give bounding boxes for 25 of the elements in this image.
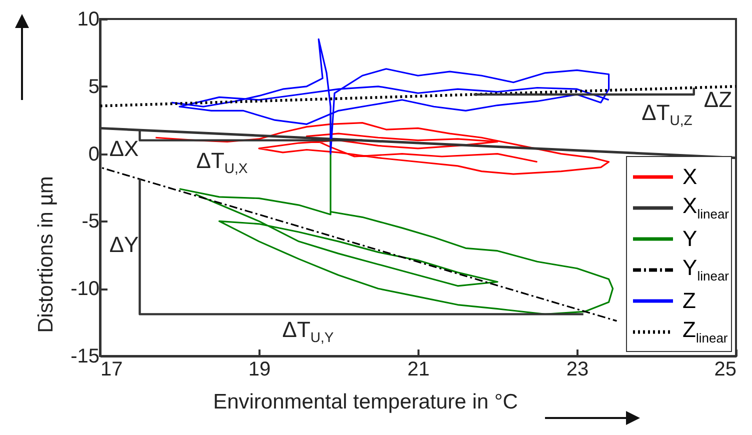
x-tick-label: 21 xyxy=(407,358,430,380)
y-tick-label: -15 xyxy=(70,346,100,368)
x-tick-label: 25 xyxy=(714,358,736,380)
annotation: ΔT$_{U,Z}$ xyxy=(642,100,692,128)
annotation: ΔZ xyxy=(704,87,732,113)
annotation: ΔT$_{U,Y}$ xyxy=(282,316,334,346)
x-tick-label: 17 xyxy=(100,358,123,380)
x-tick-label: 23 xyxy=(566,358,589,380)
y-tick-label: 5 xyxy=(88,76,100,98)
legend-label: X$_{linear}$ xyxy=(682,193,729,222)
legend-label: Y xyxy=(682,226,698,252)
annotation: ΔX xyxy=(109,136,139,162)
annotation: ΔY xyxy=(109,232,139,258)
y-tick-label: 10 xyxy=(77,8,100,30)
legend-label: Y$_{linear}$ xyxy=(682,255,729,284)
x-axis-title: Environmental temperature in °C xyxy=(213,390,518,414)
y-tick-label: -5 xyxy=(82,210,100,233)
y-axis-title: Distortions in µm xyxy=(34,176,58,333)
y-tick-label: 0 xyxy=(88,143,100,166)
x-tick-label: 19 xyxy=(248,358,271,380)
legend-label: X xyxy=(682,164,698,190)
legend-label: Z xyxy=(682,288,696,314)
annotation: ΔT$_{U,X}$ xyxy=(196,148,248,176)
y-tick-label: -10 xyxy=(70,278,100,300)
legend-label: Z$_{linear}$ xyxy=(682,317,728,346)
